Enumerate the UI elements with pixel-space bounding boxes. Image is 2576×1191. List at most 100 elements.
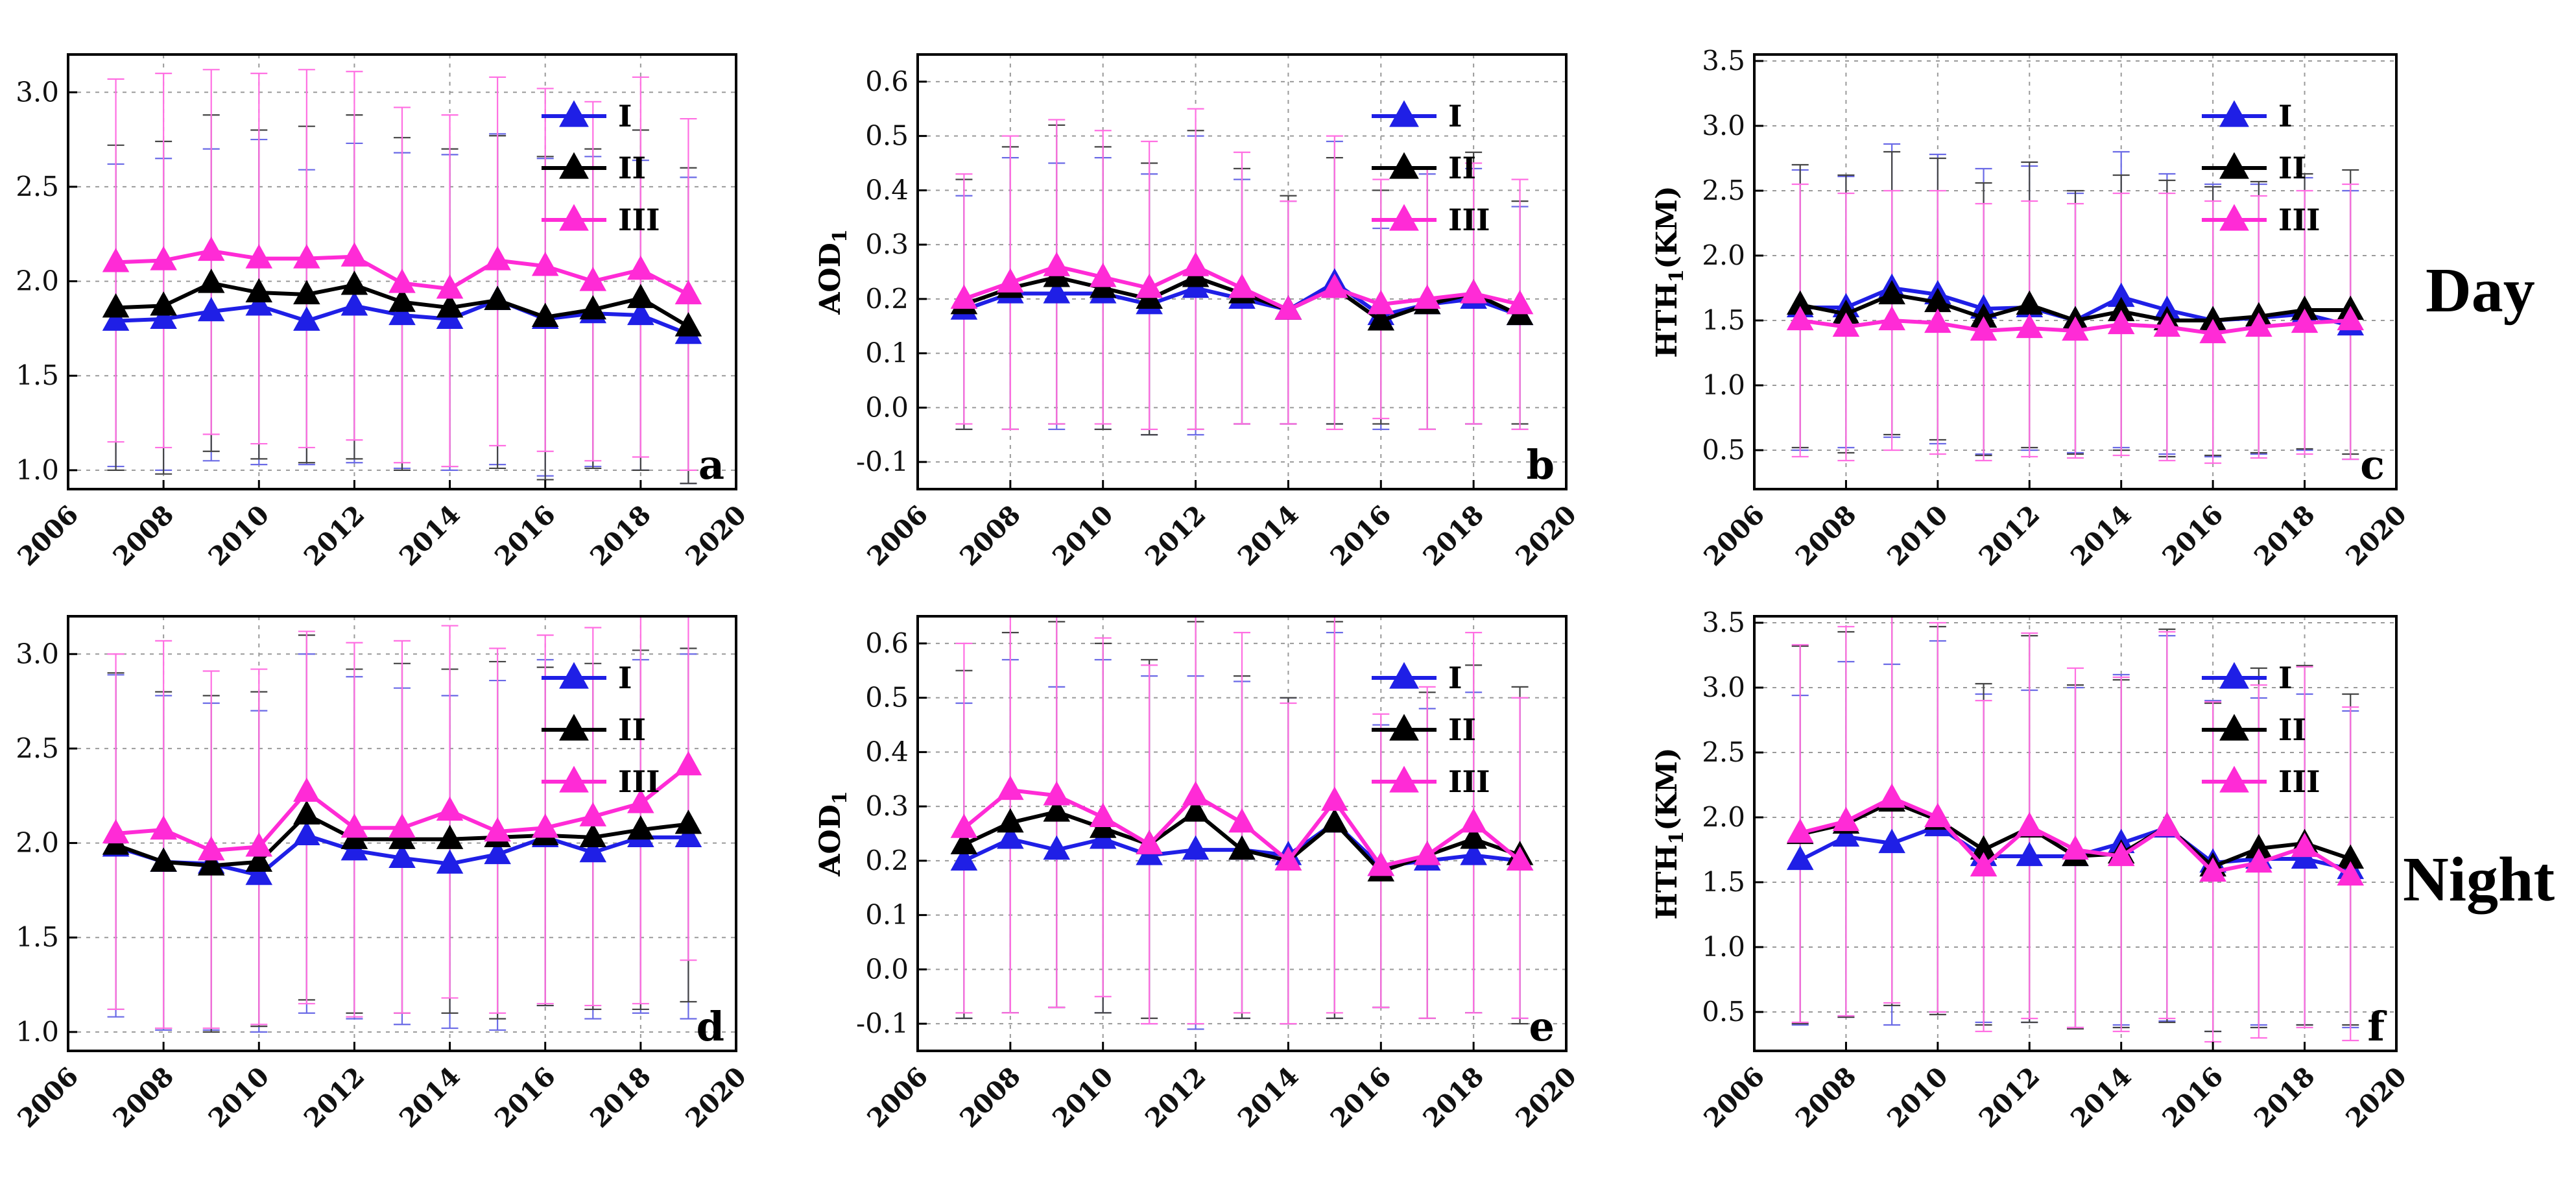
- data-point: [1924, 308, 1951, 333]
- legend-label: I: [1448, 660, 1462, 695]
- data-point: [1506, 846, 1534, 871]
- legend-marker: [559, 100, 589, 127]
- y-tick-label: 2.0: [16, 265, 59, 297]
- data-point: [245, 278, 273, 303]
- x-tick-label: 2016: [489, 1061, 562, 1134]
- y-tick-label: 0.5: [865, 682, 909, 714]
- series-III-line: [950, 252, 1534, 320]
- x-tick-label: 2016: [2156, 1061, 2229, 1134]
- y-tick-label: 2.5: [16, 732, 59, 764]
- x-tick-label: 2010: [1881, 499, 1954, 572]
- legend-marker: [2219, 204, 2249, 231]
- data-point: [102, 819, 130, 844]
- data-point: [2199, 319, 2226, 344]
- data-point: [627, 255, 654, 280]
- panel-letter: b: [1527, 441, 1555, 488]
- legend-label: II: [1448, 712, 1476, 747]
- data-point: [293, 800, 320, 824]
- y-tick-label: 1.5: [1702, 866, 1745, 898]
- panel-e-data: [950, 616, 1534, 1030]
- data-point: [950, 830, 978, 854]
- y-tick-label: 2.0: [16, 827, 59, 859]
- data-point: [531, 813, 559, 838]
- data-point: [1136, 830, 1163, 854]
- y-tick-label: 3.0: [1702, 110, 1745, 141]
- data-point: [531, 251, 559, 276]
- series-III: [955, 616, 1529, 1025]
- data-point: [1878, 306, 1905, 331]
- y-tick-label: -0.1: [856, 1007, 909, 1039]
- data-point: [1043, 797, 1071, 822]
- legend-marker: [1389, 662, 1419, 689]
- y-tick-label: 0.1: [865, 899, 909, 931]
- legend-label: I: [618, 99, 632, 134]
- legend-marker: [2219, 152, 2249, 179]
- y-tick-label: 1.5: [16, 359, 59, 391]
- panel-c-data: [1786, 143, 2365, 464]
- series-II-line: [102, 269, 702, 337]
- data-point: [388, 813, 416, 838]
- legend-label: III: [1448, 764, 1490, 799]
- x-tick-label: 2010: [202, 499, 275, 572]
- panel-f-data: [1786, 616, 2365, 1043]
- panel-letter: e: [1529, 1003, 1555, 1050]
- data-point: [2062, 316, 2089, 341]
- data-point: [1460, 279, 1487, 304]
- y-tick-label: -0.1: [856, 446, 909, 477]
- y-tick-label: 0.2: [865, 845, 909, 876]
- x-tick-label: 2018: [584, 499, 657, 572]
- x-tick-label: 2006: [12, 1061, 84, 1134]
- legend-marker: [1389, 100, 1419, 127]
- x-tick-label: 2018: [2248, 1061, 2321, 1134]
- series-III-line: [102, 236, 702, 305]
- data-point: [2291, 832, 2319, 858]
- x-tick-label: 2010: [1047, 499, 1119, 572]
- legend-marker: [559, 152, 589, 179]
- x-tick-label: 2012: [1973, 499, 2045, 572]
- x-tick-label: 2008: [107, 499, 180, 572]
- data-point: [2291, 308, 2319, 333]
- x-tick-label: 2014: [2065, 499, 2138, 572]
- data-point: [627, 283, 654, 308]
- data-point: [1460, 824, 1487, 849]
- x-tick-label: 2010: [202, 1061, 275, 1134]
- data-point: [2245, 312, 2272, 337]
- x-tick-label: 2006: [12, 499, 84, 572]
- x-tick-label: 2014: [394, 499, 466, 572]
- y-tick-label: 0.5: [1702, 996, 1745, 1028]
- x-tick-label: 2014: [2065, 1061, 2138, 1134]
- data-point: [293, 821, 320, 846]
- data-point: [1228, 273, 1256, 298]
- data-point: [997, 808, 1024, 833]
- data-point: [579, 267, 607, 291]
- data-point: [197, 236, 225, 261]
- data-point: [1832, 312, 1860, 337]
- legend-label: III: [2278, 764, 2320, 799]
- x-tick-label: 2020: [1510, 1061, 1582, 1134]
- legend-marker: [559, 204, 589, 231]
- data-point: [484, 285, 511, 310]
- data-point: [1274, 295, 1302, 320]
- data-point: [388, 287, 416, 312]
- data-point: [340, 271, 368, 295]
- data-point: [1321, 273, 1348, 298]
- legend-label: I: [2278, 660, 2293, 695]
- legend-label: III: [618, 202, 660, 237]
- x-tick-label: 2012: [1973, 1061, 2045, 1134]
- data-point: [627, 815, 654, 840]
- x-tick-label: 2008: [954, 1061, 1027, 1134]
- x-tick-label: 2016: [1324, 1061, 1397, 1134]
- legend-label: III: [1448, 202, 1490, 237]
- data-point: [1367, 306, 1395, 331]
- data-point: [1832, 299, 1860, 324]
- data-point: [436, 293, 464, 318]
- data-point: [1924, 287, 1951, 313]
- y-tick-label: 3.5: [1702, 45, 1745, 77]
- data-point: [1413, 841, 1441, 865]
- y-tick-label: 1.0: [16, 1016, 59, 1048]
- data-point: [2107, 309, 2135, 335]
- data-point: [674, 823, 702, 847]
- row-label-day: Day: [2426, 256, 2535, 326]
- plot-frame: [67, 615, 737, 1052]
